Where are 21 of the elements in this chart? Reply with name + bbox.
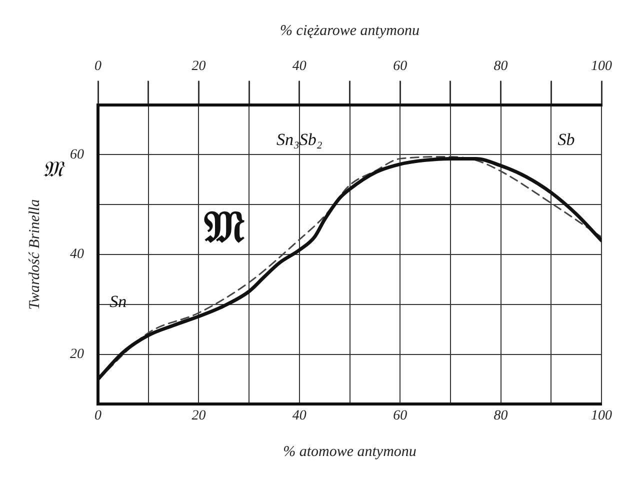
x2-tick-label: 100 — [591, 59, 612, 74]
x-tick-label: 40 — [292, 408, 306, 424]
y-tick-label: 20 — [70, 346, 84, 362]
annotation: 𝔐 — [204, 202, 245, 252]
x2-tick-label: 80 — [494, 59, 508, 74]
y-axis-title: Twardość Brinella — [26, 199, 43, 310]
y-tick-label: 40 — [70, 247, 84, 262]
text: 𝔐 — [42, 156, 66, 182]
x-tick-label: 60 — [393, 408, 408, 424]
x2-tick-label: 60 — [393, 59, 408, 74]
x-tick-label: 100 — [591, 408, 612, 424]
x-axis-title: % atomowe antymonu — [283, 444, 416, 460]
x2-tick-label: 0 — [94, 59, 102, 74]
annotation: Sb — [558, 130, 575, 150]
x-tick-label: 20 — [192, 408, 206, 424]
x2-tick-label: 20 — [192, 59, 206, 74]
y-tick-label: 60 — [70, 147, 84, 162]
x-tick-label: 0 — [94, 408, 102, 424]
x-tick-label: 80 — [494, 408, 508, 424]
x2-tick-label: 40 — [292, 59, 306, 74]
x2-axis-title: % ciężarowe antymonu — [280, 22, 420, 39]
